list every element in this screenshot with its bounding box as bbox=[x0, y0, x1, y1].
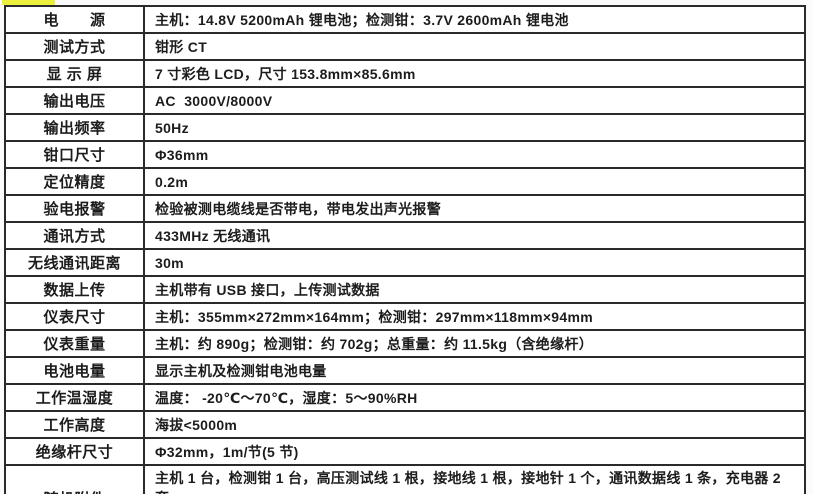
spec-label: 仪表尺寸 bbox=[4, 302, 145, 331]
spec-label: 验电报警 bbox=[4, 194, 145, 223]
spec-label: 定位精度 bbox=[4, 167, 145, 196]
spec-value: 检验被测电缆线是否带电，带电发出声光报警 bbox=[143, 194, 806, 223]
spec-label: 电池电量 bbox=[4, 356, 145, 385]
spec-label: 显 示 屏 bbox=[4, 59, 145, 88]
spec-row: 钳口尺寸 Φ36mm bbox=[4, 140, 806, 169]
spec-value: AC 3000V/8000V bbox=[143, 86, 806, 115]
spec-value: 钳形 CT bbox=[143, 32, 806, 61]
spec-value: Φ32mm，1m/节(5 节) bbox=[143, 437, 806, 466]
spec-row: 定位精度 0.2m bbox=[4, 167, 806, 196]
spec-row: 电 源主机：14.8V 5200mAh 锂电池；检测钳：3.7V 2600mAh… bbox=[4, 5, 806, 34]
spec-row: 绝缘杆尺寸 Φ32mm，1m/节(5 节) bbox=[4, 437, 806, 466]
spec-label: 钳口尺寸 bbox=[4, 140, 145, 169]
spec-label: 测试方式 bbox=[4, 32, 145, 61]
spec-row: 随机附件主机 1 台，检测钳 1 台，高压测试线 1 根，接地线 1 根，接地针… bbox=[4, 464, 806, 494]
spec-table-body: 电 源主机：14.8V 5200mAh 锂电池；检测钳：3.7V 2600mAh… bbox=[4, 5, 806, 494]
spec-row: 无线通讯距离 30m bbox=[4, 248, 806, 277]
spec-value: 主机带有 USB 接口，上传测试数据 bbox=[143, 275, 806, 304]
spec-label: 无线通讯距离 bbox=[4, 248, 145, 277]
spec-label: 工作高度 bbox=[4, 410, 145, 439]
spec-row: 通讯方式 433MHz 无线通讯 bbox=[4, 221, 806, 250]
spec-row: 输出频率 50Hz bbox=[4, 113, 806, 142]
spec-row: 仪表重量 主机：约 890g；检测钳：约 702g；总重量：约 11.5kg（含绝… bbox=[4, 329, 806, 358]
spec-row: 验电报警 检验被测电缆线是否带电，带电发出声光报警 bbox=[4, 194, 806, 223]
spec-label: 输出频率 bbox=[4, 113, 145, 142]
spec-value: 433MHz 无线通讯 bbox=[143, 221, 806, 250]
spec-label: 随机附件 bbox=[4, 464, 145, 494]
spec-value: 显示主机及检测钳电池电量 bbox=[143, 356, 806, 385]
spec-row: 电池电量 显示主机及检测钳电池电量 bbox=[4, 356, 806, 385]
spec-label: 工作温湿度 bbox=[4, 383, 145, 412]
spec-value: 温度： -20℃～70℃，湿度：5～90%RH bbox=[143, 383, 806, 412]
spec-label: 仪表重量 bbox=[4, 329, 145, 358]
spec-value: 主机：355mm×272mm×164mm；检测钳：297mm×118mm×94m… bbox=[143, 302, 806, 331]
spec-label: 输出电压 bbox=[4, 86, 145, 115]
spec-value: 海拔<5000m bbox=[143, 410, 806, 439]
spec-label: 电 源 bbox=[4, 5, 145, 34]
spec-value: Φ36mm bbox=[143, 140, 806, 169]
spec-value: 主机：14.8V 5200mAh 锂电池；检测钳：3.7V 2600mAh 锂电… bbox=[143, 5, 806, 34]
spec-row: 数据上传 主机带有 USB 接口，上传测试数据 bbox=[4, 275, 806, 304]
spec-value: 0.2m bbox=[143, 167, 806, 196]
spec-row: 仪表尺寸 主机：355mm×272mm×164mm；检测钳：297mm×118mm… bbox=[4, 302, 806, 331]
spec-table: 电 源主机：14.8V 5200mAh 锂电池；检测钳：3.7V 2600mAh… bbox=[4, 5, 806, 494]
spec-row: 工作高度 海拔<5000m bbox=[4, 410, 806, 439]
spec-row: 测试方式 钳形 CT bbox=[4, 32, 806, 61]
spec-value: 30m bbox=[143, 248, 806, 277]
spec-row: 输出电压 AC 3000V/8000V bbox=[4, 86, 806, 115]
spec-value: 主机：约 890g；检测钳：约 702g；总重量：约 11.5kg（含绝缘杆） bbox=[143, 329, 806, 358]
spec-value: 主机 1 台，检测钳 1 台，高压测试线 1 根，接地线 1 根，接地针 1 个… bbox=[143, 464, 806, 494]
yellow-highlight-mark bbox=[2, 0, 55, 5]
spec-label: 绝缘杆尺寸 bbox=[4, 437, 145, 466]
spec-value: 50Hz bbox=[143, 113, 806, 142]
spec-value: 7 寸彩色 LCD，尺寸 153.8mm×85.6mm bbox=[143, 59, 806, 88]
spec-row: 工作温湿度 温度： -20℃～70℃，湿度：5～90%RH bbox=[4, 383, 806, 412]
spec-label: 数据上传 bbox=[4, 275, 145, 304]
spec-label: 通讯方式 bbox=[4, 221, 145, 250]
